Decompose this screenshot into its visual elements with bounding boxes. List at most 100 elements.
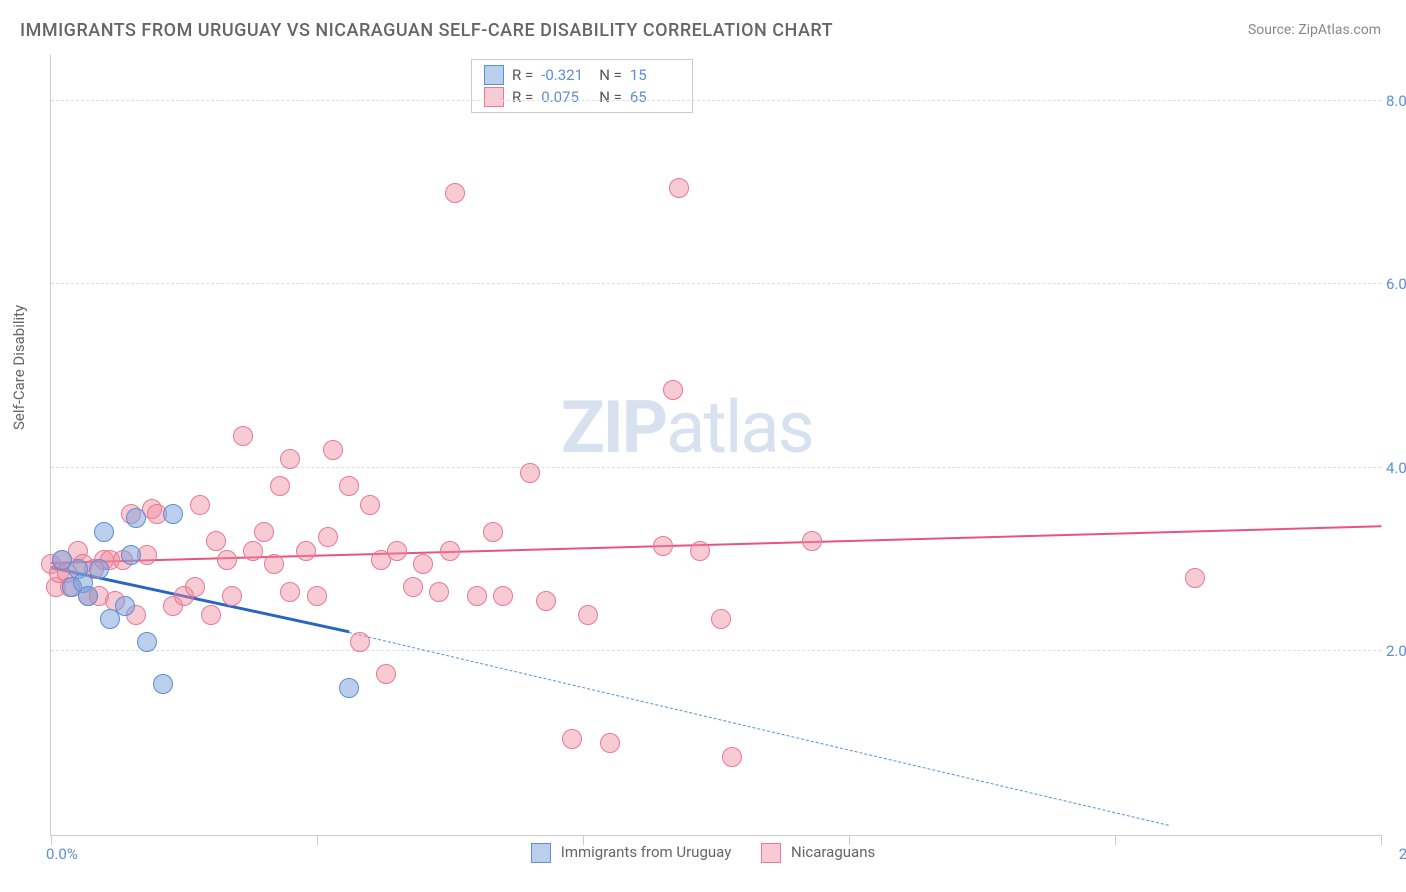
data-point	[270, 476, 290, 496]
data-point	[296, 541, 316, 561]
n-value-nicaraguan: 65	[630, 88, 680, 106]
y-axis-label: Self-Care Disability	[10, 305, 28, 430]
swatch-nicaraguan-icon	[761, 843, 781, 863]
data-point	[222, 586, 242, 606]
n-label: N =	[599, 66, 622, 84]
series-legend: Immigrants from Uruguay Nicaraguans	[531, 843, 875, 863]
x-tick	[849, 835, 850, 845]
data-point	[669, 178, 689, 198]
data-point	[387, 541, 407, 561]
data-point	[280, 582, 300, 602]
data-point	[339, 476, 359, 496]
source-label: Source:	[1248, 22, 1298, 38]
data-point	[413, 554, 433, 574]
legend-row-uruguay: R = -0.321 N = 15	[484, 64, 680, 86]
data-point	[137, 632, 157, 652]
swatch-uruguay-icon	[531, 843, 551, 863]
legend-label-uruguay: Immigrants from Uruguay	[561, 843, 732, 861]
x-tick	[1115, 835, 1116, 845]
r-value-uruguay: -0.321	[541, 66, 591, 84]
data-point	[802, 531, 822, 551]
data-point	[78, 586, 98, 606]
data-point	[536, 591, 556, 611]
data-point	[185, 577, 205, 597]
data-point	[711, 609, 731, 629]
data-point	[483, 522, 503, 542]
gridline	[51, 100, 1381, 101]
data-point	[264, 554, 284, 574]
data-point	[339, 678, 359, 698]
plot-area: ZIPatlas R = -0.321 N = 15 R = 0.075 N =…	[50, 55, 1381, 836]
data-point	[600, 733, 620, 753]
r-label: R =	[512, 66, 533, 84]
data-point	[243, 541, 263, 561]
legend-label-nicaraguan: Nicaraguans	[791, 843, 875, 861]
data-point	[307, 586, 327, 606]
data-point	[163, 504, 183, 524]
n-label: N =	[599, 88, 622, 106]
data-point	[403, 577, 423, 597]
x-axis-min-label: 0.0%	[46, 845, 78, 863]
watermark-atlas: atlas	[666, 385, 813, 470]
data-point	[318, 527, 338, 547]
data-point	[190, 495, 210, 515]
chart-title: IMMIGRANTS FROM URUGUAY VS NICARAGUAN SE…	[20, 20, 833, 41]
data-point	[115, 596, 135, 616]
x-tick	[1381, 835, 1382, 845]
data-point	[233, 426, 253, 446]
data-point	[254, 522, 274, 542]
data-point	[562, 729, 582, 749]
data-point	[360, 495, 380, 515]
data-point	[520, 463, 540, 483]
watermark: ZIPatlas	[561, 385, 813, 470]
data-point	[445, 183, 465, 203]
source-value: ZipAtlas.com	[1298, 22, 1381, 38]
data-point	[690, 541, 710, 561]
data-point	[94, 522, 114, 542]
trend-line	[349, 632, 1168, 826]
correlation-legend: R = -0.321 N = 15 R = 0.075 N = 65	[471, 59, 693, 113]
data-point	[121, 545, 141, 565]
r-label: R =	[512, 88, 533, 106]
data-point	[467, 586, 487, 606]
legend-row-nicaraguan: R = 0.075 N = 65	[484, 86, 680, 108]
gridline	[51, 467, 1381, 468]
data-point	[1185, 568, 1205, 588]
data-point	[653, 536, 673, 556]
data-point	[201, 605, 221, 625]
x-tick	[583, 835, 584, 845]
data-point	[440, 541, 460, 561]
data-point	[206, 531, 226, 551]
swatch-uruguay-icon	[484, 65, 504, 85]
y-tick-label: 8.0%	[1386, 92, 1406, 110]
x-tick	[51, 835, 52, 845]
gridline	[51, 650, 1381, 651]
data-point	[722, 747, 742, 767]
n-value-uruguay: 15	[630, 66, 680, 84]
data-point	[376, 664, 396, 684]
data-point	[126, 508, 146, 528]
data-point	[89, 559, 109, 579]
legend-item-nicaraguan: Nicaraguans	[761, 843, 875, 863]
y-tick-label: 2.0%	[1386, 642, 1406, 660]
swatch-nicaraguan-icon	[484, 87, 504, 107]
data-point	[280, 449, 300, 469]
data-point	[350, 632, 370, 652]
watermark-zip: ZIP	[561, 385, 666, 470]
data-point	[100, 609, 120, 629]
data-point	[578, 605, 598, 625]
chart-container: IMMIGRANTS FROM URUGUAY VS NICARAGUAN SE…	[0, 0, 1406, 892]
x-tick	[317, 835, 318, 845]
data-point	[153, 674, 173, 694]
data-point	[217, 550, 237, 570]
y-tick-label: 4.0%	[1386, 459, 1406, 477]
gridline	[51, 283, 1381, 284]
r-value-nicaraguan: 0.075	[541, 88, 591, 106]
data-point	[663, 380, 683, 400]
data-point	[323, 440, 343, 460]
legend-item-uruguay: Immigrants from Uruguay	[531, 843, 731, 863]
x-axis-max-label: 25.0%	[1399, 845, 1406, 863]
data-point	[493, 586, 513, 606]
data-point	[429, 582, 449, 602]
y-tick-label: 6.0%	[1386, 275, 1406, 293]
